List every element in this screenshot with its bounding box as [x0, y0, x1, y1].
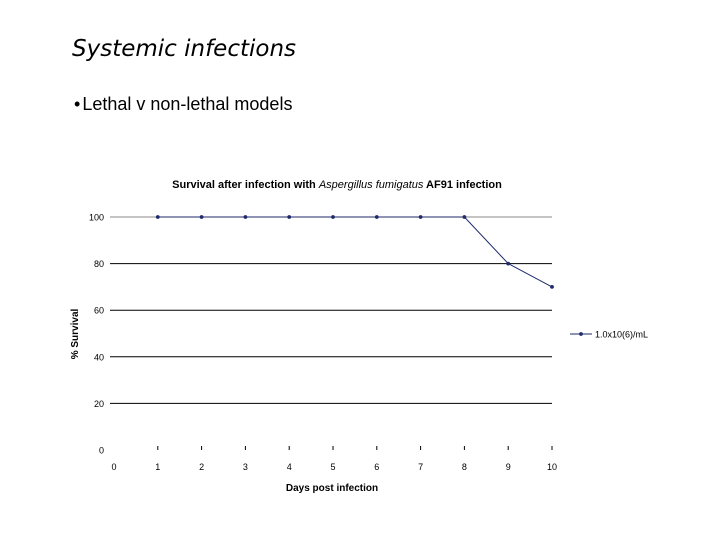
x-axis-label: Days post infection	[286, 483, 378, 494]
data-point	[287, 215, 292, 219]
legend-marker	[579, 332, 583, 336]
x-tick-label: 1	[155, 462, 160, 472]
data-point	[462, 215, 467, 219]
gridlines: 0 20 40 60 80 100	[89, 213, 552, 456]
chart-title-part: Aspergillus fumigatus	[318, 179, 424, 191]
data-point	[243, 215, 248, 219]
y-tick-label: 100	[89, 213, 104, 223]
bullet-marker: •	[74, 94, 81, 114]
chart-title-part: Survival after infection with	[172, 179, 319, 191]
x-tick-label: 6	[374, 462, 379, 472]
x-tick-label: 2	[199, 462, 204, 472]
x-tick-label: 4	[287, 462, 292, 472]
data-point	[418, 215, 423, 219]
y-tick-label: 40	[94, 352, 104, 362]
axes: 0 1 2 3 4 5 6 7 8 9 10	[111, 446, 557, 472]
x-tick-label: 10	[547, 462, 557, 472]
data-point	[331, 215, 335, 219]
y-tick-label: 0	[99, 446, 104, 456]
data-point	[506, 261, 511, 266]
x-tick-label: 7	[418, 462, 423, 472]
y-tick-label: 80	[94, 259, 104, 269]
data-point	[550, 285, 554, 289]
x-tick-label: 9	[506, 462, 511, 472]
data-point	[374, 215, 379, 219]
data-point	[199, 215, 204, 219]
x-tick-label: 0	[111, 462, 116, 472]
x-tick-label: 5	[330, 462, 335, 472]
slide-title: Systemic infections	[72, 36, 297, 62]
x-tick-label: 8	[462, 462, 467, 472]
chart-title-part: AF91 infection	[423, 179, 502, 191]
data-point	[155, 215, 160, 219]
legend: 1.0x10(6)/mL	[570, 330, 648, 340]
y-tick-label: 20	[94, 399, 104, 409]
bullet-item: • Lethal v non-lethal models	[74, 94, 292, 115]
bullet-text: Lethal v non-lethal models	[82, 94, 293, 114]
y-axis-label: % Survival	[70, 308, 81, 359]
chart-title: Survival after infection with Aspergillu…	[172, 179, 502, 191]
y-tick-label: 60	[94, 306, 104, 316]
legend-label: 1.0x10(6)/mL	[595, 330, 648, 340]
series-line	[157, 216, 553, 288]
series-layer	[155, 215, 554, 289]
x-tick-label: 3	[243, 462, 248, 472]
